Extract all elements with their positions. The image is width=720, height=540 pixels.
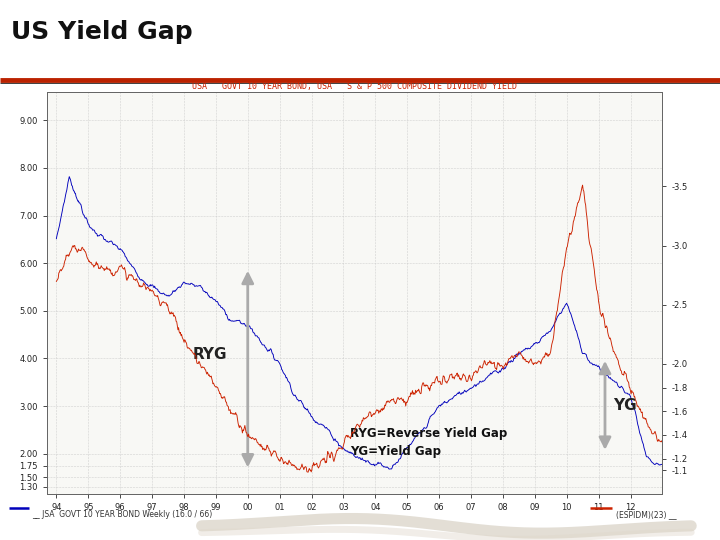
Text: __ JSA  GOVT 10 YEAR BOND Weekly (16.0 / 66): __ JSA GOVT 10 YEAR BOND Weekly (16.0 / …	[32, 510, 212, 519]
Text: US Yield Gap: US Yield Gap	[11, 19, 192, 44]
Text: (ESPIDM)(23) __: (ESPIDM)(23) __	[616, 510, 676, 519]
Text: RYG: RYG	[192, 347, 227, 362]
Text: RYG=Reverse Yield Gap
YG=Yield Gap: RYG=Reverse Yield Gap YG=Yield Gap	[350, 428, 507, 458]
Text: YG: YG	[613, 398, 636, 413]
Title: USA   GOVT 10 YEAR BOND, USA   S & P 500 COMPOSITE DIVIDEND YIELD: USA GOVT 10 YEAR BOND, USA S & P 500 COM…	[192, 82, 517, 91]
